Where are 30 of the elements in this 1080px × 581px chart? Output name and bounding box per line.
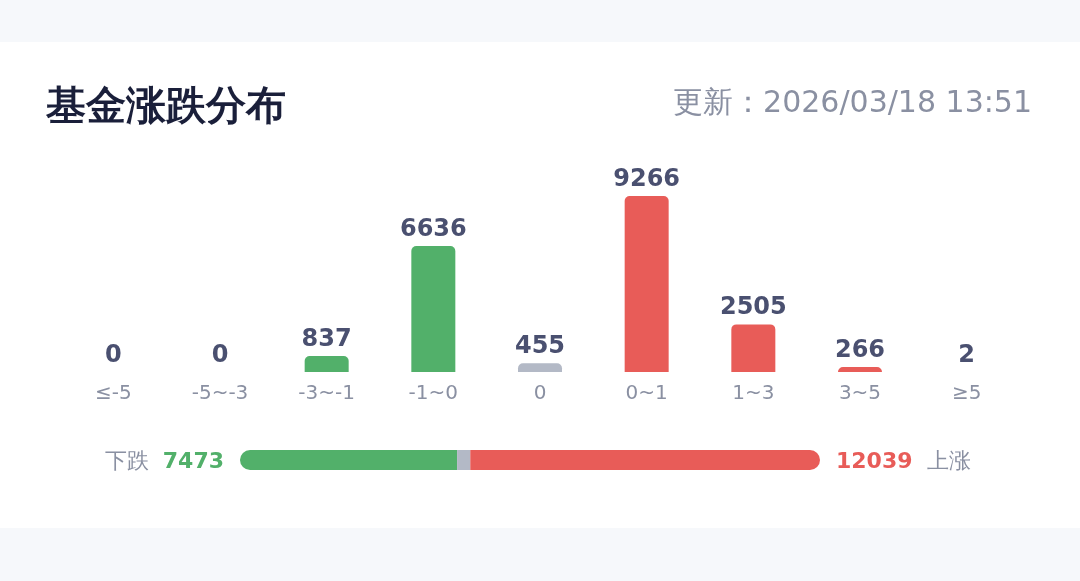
x-tick-label: -1~0: [408, 380, 459, 404]
x-tick-label: -5~-3: [191, 380, 249, 404]
data-label: 266: [834, 334, 886, 363]
x-tick-label: -3~-1: [298, 380, 355, 404]
x-tick-label: ≤-5: [94, 380, 132, 404]
data-label: 837: [301, 324, 352, 353]
text: 下跌: [104, 447, 149, 473]
chart-title: 基金涨跌分布: [46, 81, 286, 130]
x-tick-label: 0~1: [625, 380, 668, 404]
data-label: 455: [514, 331, 566, 360]
data-label: 2505: [719, 292, 787, 321]
data-label: 0: [104, 340, 122, 368]
text: 上涨: [926, 447, 971, 473]
bar: [304, 356, 349, 372]
bar: [838, 366, 882, 372]
data-label: 7473: [162, 447, 224, 473]
data-label: 12039: [836, 447, 913, 473]
data-label: 0: [211, 340, 229, 368]
bar: [624, 195, 669, 372]
bar: [731, 324, 776, 372]
x-tick-label: 3~5: [838, 380, 882, 404]
data-label: 2: [958, 339, 976, 368]
x-tick-label: 1~3: [732, 380, 775, 404]
bar: [411, 245, 456, 372]
data-label: 9266: [613, 163, 681, 192]
x-tick-label: ≥5: [951, 380, 982, 404]
data-label: 6636: [399, 213, 467, 242]
x-tick-label: 0: [533, 380, 547, 404]
chart-subtitle: 更新：2026/03/18 13:51: [673, 83, 1032, 121]
bar: [518, 363, 562, 372]
